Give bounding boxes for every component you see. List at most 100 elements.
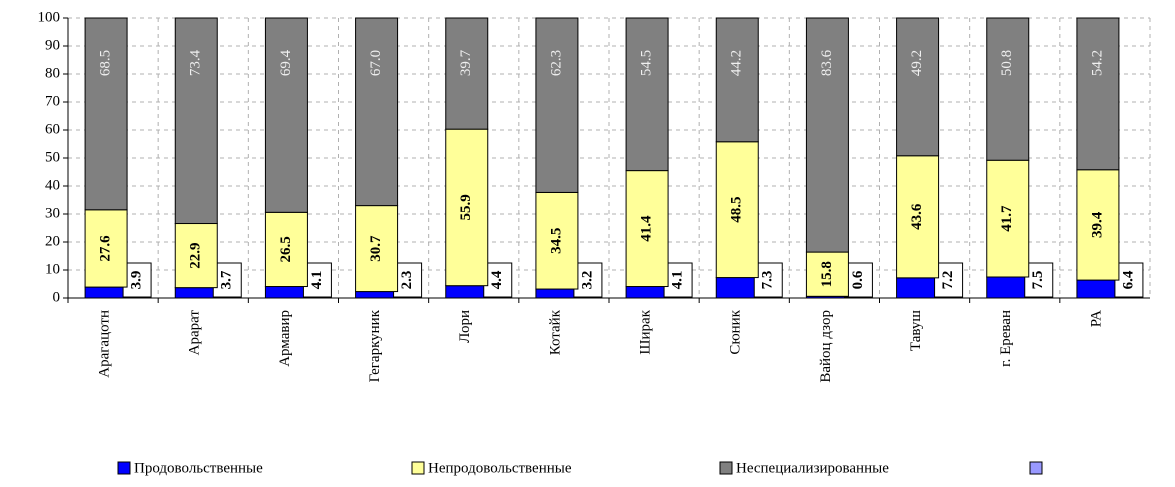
value-label: 7.3 (760, 271, 776, 290)
value-label: 3.9 (129, 271, 145, 290)
value-label: 67.0 (368, 50, 384, 76)
y-tick-label: 90 (45, 37, 60, 53)
value-label: 50.8 (999, 50, 1015, 76)
legend-swatch (719, 461, 733, 475)
value-label: 83.6 (819, 49, 835, 76)
x-tick-label: г. Ереван (998, 310, 1014, 367)
bar-segment (1076, 169, 1120, 281)
bar-segment (84, 286, 128, 299)
value-label: 62.3 (548, 50, 564, 76)
value-label: 68.5 (98, 50, 114, 76)
legend-label: Продовольственные (134, 460, 263, 476)
value-label: 7.5 (1030, 271, 1046, 290)
value-label: 4.1 (670, 271, 686, 290)
bar-segment (264, 211, 308, 288)
x-tick-label: Котайк (547, 309, 563, 355)
x-tick-label: Гегаркуник (367, 309, 383, 382)
value-label-box (122, 262, 152, 298)
x-tick-label: Сюник (728, 309, 744, 354)
bar-segment (84, 209, 128, 288)
bar-segment (625, 286, 669, 299)
value-label: 55.9 (458, 194, 474, 220)
bar-segment (445, 17, 489, 130)
bar-segment (896, 17, 940, 157)
value-label-box (753, 262, 783, 298)
bar-segment (445, 128, 489, 287)
x-tick-label: Вайоц дзор (818, 310, 834, 383)
bar-segment (805, 17, 849, 253)
bar-segment (535, 17, 579, 193)
value-label: 7.2 (940, 271, 956, 290)
value-label-box (843, 262, 873, 298)
bar-segment (174, 223, 218, 289)
value-label: 3.7 (219, 270, 235, 289)
bar-segment (174, 17, 218, 225)
bar-segment (986, 159, 1030, 278)
value-label: 43.6 (909, 203, 925, 230)
bar-segment (625, 170, 669, 288)
value-label: 49.2 (909, 50, 925, 76)
value-label: 30.7 (368, 235, 384, 262)
value-label-box (934, 262, 964, 298)
value-label: 39.4 (1089, 211, 1105, 238)
bar-segment (896, 155, 940, 279)
x-tick-label: РА (1088, 310, 1104, 327)
legend-swatch (411, 461, 425, 475)
value-label: 15.8 (819, 261, 835, 287)
value-label-box (483, 262, 513, 298)
value-label-box (1024, 262, 1054, 298)
x-tick-label: Лори (457, 310, 473, 343)
y-tick-label: 40 (45, 177, 60, 193)
bar-segment (986, 276, 1030, 299)
bar-segment (715, 277, 759, 299)
value-label: 0.6 (850, 270, 866, 289)
legend-label: Неспециализированные (736, 460, 889, 476)
x-tick-label: Арарат (187, 310, 203, 356)
value-label: 48.5 (729, 197, 745, 223)
bar-segment (445, 285, 489, 299)
x-tick-label: Армавир (277, 310, 293, 367)
bar-segment (625, 17, 669, 172)
legend-swatch (117, 461, 131, 475)
bar-segment (896, 277, 940, 299)
x-tick-label: Ширак (638, 309, 654, 354)
value-label: 54.5 (639, 50, 655, 76)
y-tick-label: 10 (45, 261, 60, 277)
bar-segment (1076, 17, 1120, 171)
y-tick-label: 50 (45, 149, 60, 165)
bar-segment (264, 286, 308, 299)
bar-segment (715, 17, 759, 143)
value-label: 4.4 (489, 270, 505, 289)
value-label-box (393, 262, 423, 298)
value-label: 22.9 (188, 242, 204, 268)
bar-segment (355, 17, 399, 207)
y-tick-label: 30 (45, 205, 60, 221)
x-tick-label: Арагацотн (97, 310, 113, 378)
value-label: 39.7 (458, 49, 474, 76)
value-label: 41.7 (999, 205, 1015, 232)
y-tick-label: 100 (38, 9, 61, 25)
y-tick-label: 80 (45, 65, 60, 81)
value-label: 54.2 (1089, 50, 1105, 76)
x-tick-label: Тавуш (908, 310, 924, 352)
value-label: 4.1 (309, 271, 325, 290)
y-tick-label: 60 (45, 121, 60, 137)
y-tick-label: 20 (45, 233, 60, 249)
bar-segment (535, 288, 579, 299)
value-label: 41.4 (639, 215, 655, 242)
value-label: 69.4 (278, 49, 294, 76)
y-tick-label: 70 (45, 93, 60, 109)
bar-segment (1076, 279, 1120, 299)
value-label: 44.2 (729, 50, 745, 76)
bar-segment (715, 141, 759, 279)
value-label: 27.6 (98, 235, 114, 262)
value-label: 6.4 (1120, 270, 1136, 289)
y-tick-label: 0 (53, 289, 61, 305)
bar-segment (986, 17, 1030, 161)
legend-label: Непродовольственные (428, 460, 572, 476)
bar-segment (174, 287, 218, 299)
bar-segment (355, 205, 399, 293)
value-label: 2.3 (399, 271, 415, 290)
value-label: 3.2 (579, 271, 595, 290)
